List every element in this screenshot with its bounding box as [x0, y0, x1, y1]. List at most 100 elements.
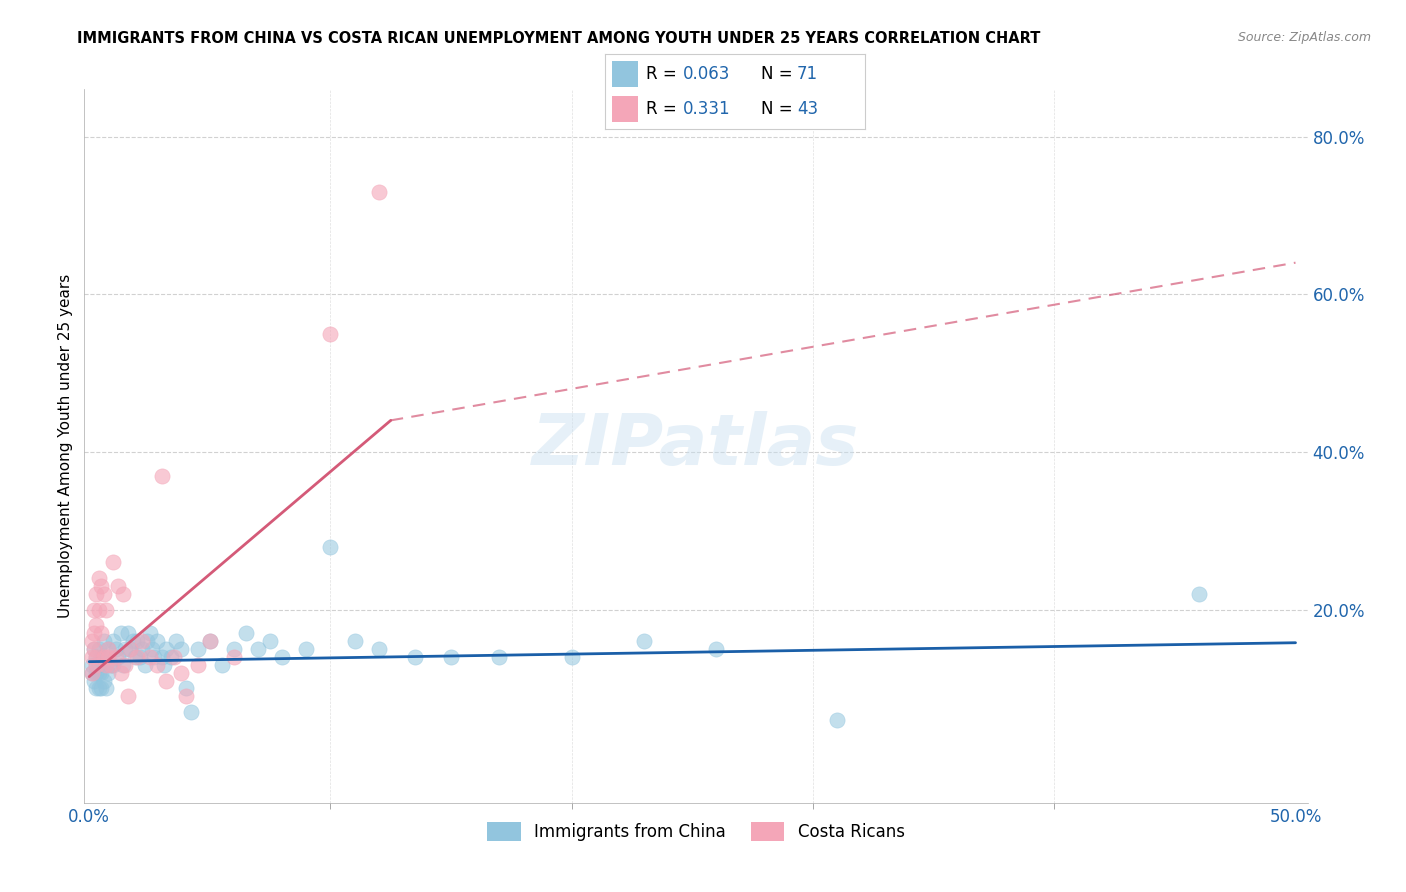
Text: IMMIGRANTS FROM CHINA VS COSTA RICAN UNEMPLOYMENT AMONG YOUTH UNDER 25 YEARS COR: IMMIGRANTS FROM CHINA VS COSTA RICAN UNE… — [77, 31, 1040, 46]
Point — [127, 649, 149, 664]
Point — [706, 642, 728, 657]
Legend: Immigrants from China, Costa Ricans: Immigrants from China, Costa Ricans — [481, 815, 911, 848]
Point — [150, 649, 173, 664]
Point — [94, 657, 117, 672]
Point — [87, 642, 110, 657]
Point — [561, 649, 583, 664]
Bar — [613, 96, 638, 122]
Text: R =: R = — [647, 100, 688, 118]
Point — [131, 634, 153, 648]
Point — [83, 626, 105, 640]
Point — [259, 634, 281, 648]
Point — [93, 673, 115, 688]
Point — [170, 665, 193, 680]
Point — [198, 634, 221, 648]
Point — [120, 642, 142, 657]
Point — [121, 634, 143, 648]
Point — [86, 681, 108, 696]
Point — [145, 657, 167, 672]
Point — [174, 681, 197, 696]
Point — [83, 642, 105, 657]
Point — [165, 634, 187, 648]
Point — [124, 649, 146, 664]
Text: R =: R = — [647, 65, 682, 83]
Point — [90, 579, 112, 593]
Point — [155, 642, 177, 657]
Text: N =: N = — [761, 65, 797, 83]
Bar — [613, 62, 638, 87]
Point — [80, 649, 103, 664]
Point — [136, 634, 159, 648]
Point — [367, 185, 389, 199]
Point — [343, 634, 366, 648]
Point — [111, 587, 134, 601]
Point — [87, 681, 110, 696]
Point — [104, 642, 127, 657]
Text: Source: ZipAtlas.com: Source: ZipAtlas.com — [1237, 31, 1371, 45]
Point — [94, 681, 117, 696]
Point — [94, 657, 117, 672]
Point — [93, 649, 115, 664]
Point — [271, 649, 294, 664]
Point — [103, 555, 125, 569]
Point — [86, 665, 108, 680]
Point — [86, 657, 108, 672]
Point — [110, 665, 132, 680]
Point — [141, 642, 163, 657]
Point — [138, 626, 160, 640]
Point — [107, 649, 129, 664]
Text: 71: 71 — [797, 65, 818, 83]
Point — [80, 665, 103, 680]
Point — [87, 657, 110, 672]
Point — [1188, 587, 1211, 601]
Point — [117, 626, 139, 640]
Point — [367, 642, 389, 657]
Point — [90, 681, 112, 696]
Point — [120, 642, 142, 657]
Point — [86, 587, 108, 601]
Point — [83, 602, 105, 616]
Point — [153, 657, 176, 672]
Point — [86, 618, 108, 632]
Point — [235, 626, 257, 640]
Point — [319, 540, 342, 554]
Point — [211, 657, 233, 672]
Point — [87, 665, 110, 680]
Point — [160, 649, 183, 664]
Point — [90, 649, 112, 664]
Point — [145, 634, 167, 648]
Point — [93, 587, 115, 601]
Point — [83, 673, 105, 688]
Point — [107, 579, 129, 593]
Point — [103, 634, 125, 648]
Point — [198, 634, 221, 648]
Point — [633, 634, 655, 648]
Point — [155, 673, 177, 688]
Point — [295, 642, 318, 657]
Point — [150, 468, 173, 483]
Point — [86, 649, 108, 664]
Point — [117, 690, 139, 704]
Point — [187, 657, 209, 672]
Point — [97, 642, 120, 657]
Point — [180, 705, 202, 719]
Point — [80, 657, 103, 672]
Point — [94, 602, 117, 616]
Point — [97, 649, 120, 664]
Point — [825, 713, 848, 727]
Point — [104, 649, 127, 664]
Point — [222, 642, 245, 657]
Point — [90, 665, 112, 680]
Point — [87, 571, 110, 585]
Point — [128, 649, 150, 664]
Point — [247, 642, 270, 657]
Point — [87, 602, 110, 616]
Point — [127, 634, 149, 648]
Point — [103, 657, 125, 672]
Text: N =: N = — [761, 100, 797, 118]
Text: 0.331: 0.331 — [683, 100, 730, 118]
Point — [114, 642, 136, 657]
Point — [80, 665, 103, 680]
Point — [83, 642, 105, 657]
Text: ZIPatlas: ZIPatlas — [533, 411, 859, 481]
